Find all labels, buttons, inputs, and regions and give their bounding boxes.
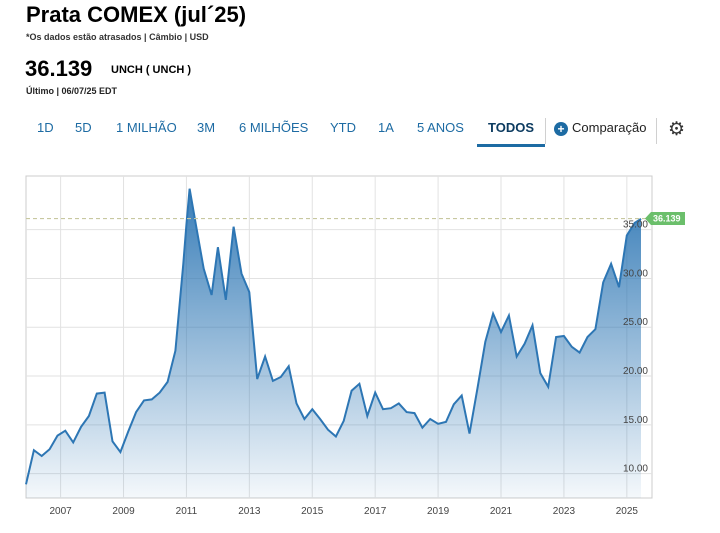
x-tick-label: 2017: [364, 506, 387, 517]
y-tick-label: 20.00: [623, 366, 648, 377]
tab-divider: [545, 118, 546, 144]
settings-divider: [656, 118, 657, 144]
last-value-label: 36.139: [653, 214, 681, 224]
last-value-badge: 36.139: [644, 212, 685, 226]
plus-circle-icon: +: [554, 122, 568, 136]
tab-6-months[interactable]: 6 MILHÕES: [239, 120, 309, 135]
x-axis: 2007 2009 2011 2013 2015 2017 2019 2021 2023 2025: [49, 506, 638, 517]
x-tick-label: 2007: [49, 506, 72, 517]
tab-todos[interactable]: TODOS: [477, 120, 545, 147]
tab-ytd[interactable]: YTD: [330, 120, 356, 135]
x-tick-label: 2009: [112, 506, 135, 517]
y-axis: 10.00 15.00 20.00 25.00 30.00 35.00: [623, 220, 648, 475]
tab-1a[interactable]: 1A: [378, 120, 394, 135]
y-tick-label: 10.00: [623, 464, 648, 475]
price-line: [25, 188, 642, 485]
y-tick-label: 15.00: [623, 415, 648, 426]
last-price: 36.139: [25, 56, 93, 81]
tab-3m[interactable]: 3M: [197, 120, 216, 135]
x-tick-label: 2011: [176, 506, 198, 517]
tab-1-month[interactable]: 1 MILHÃO: [116, 120, 177, 135]
price-change: UNCH ( UNCH ): [111, 64, 192, 76]
x-tick-label: 2023: [553, 506, 576, 517]
range-tabs: 1D 5D 1 MILHÃO 3M 6 MILHÕES YTD 1A 5 ANO…: [0, 114, 720, 148]
y-tick-label: 30.00: [623, 268, 648, 279]
data-delay-note: *Os dados estão atrasados | Câmbio | USD: [26, 32, 209, 42]
x-tick-label: 2021: [490, 506, 513, 517]
compare-label: Comparação: [572, 120, 647, 135]
x-tick-label: 2013: [238, 506, 261, 517]
last-timestamp: Último | 06/07/25 EDT: [26, 86, 118, 96]
tab-5d[interactable]: 5D: [75, 120, 92, 135]
x-tick-label: 2025: [616, 506, 639, 517]
gear-icon[interactable]: ⚙: [668, 119, 686, 140]
tab-1d[interactable]: 1D: [37, 120, 54, 135]
compare-button[interactable]: + Comparação: [554, 120, 646, 136]
y-tick-label: 25.00: [623, 317, 648, 328]
tab-5-anos[interactable]: 5 ANOS: [417, 120, 464, 135]
x-tick-label: 2015: [301, 506, 324, 517]
price-area: [26, 188, 641, 498]
instrument-title: Prata COMEX (jul´25): [26, 2, 247, 27]
x-tick-label: 2019: [427, 506, 450, 517]
last-value-badge-bg: [644, 212, 685, 226]
y-tick-label: 35.00: [623, 220, 648, 231]
